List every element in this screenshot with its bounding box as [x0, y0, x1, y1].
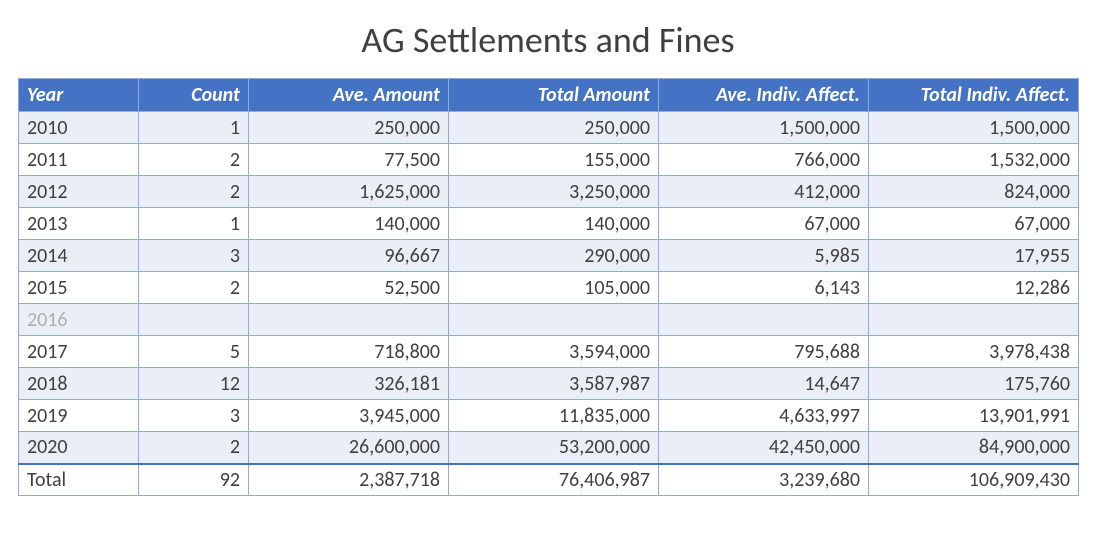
cell-avei: 67,000: [659, 208, 869, 240]
cell-total-ave: 2,387,718: [249, 464, 449, 496]
cell-year: 2011: [19, 144, 139, 176]
table-row: 2014 3 96,667 290,000 5,985 17,955: [19, 240, 1079, 272]
cell-total: 290,000: [449, 240, 659, 272]
cell-avei: 42,450,000: [659, 432, 869, 464]
col-header-year: Year: [19, 79, 139, 112]
cell-total-totali: 106,909,430: [869, 464, 1079, 496]
cell-totali: 824,000: [869, 176, 1079, 208]
table-row: 2013 1 140,000 140,000 67,000 67,000: [19, 208, 1079, 240]
table-row: 2016: [19, 304, 1079, 336]
cell-count: [139, 304, 249, 336]
cell-totali: 84,900,000: [869, 432, 1079, 464]
cell-totali: 175,760: [869, 368, 1079, 400]
table-row: 2010 1 250,000 250,000 1,500,000 1,500,0…: [19, 112, 1079, 144]
cell-avei: 4,633,997: [659, 400, 869, 432]
page-title: AG Settlements and Fines: [18, 18, 1078, 62]
table-row: 2011 2 77,500 155,000 766,000 1,532,000: [19, 144, 1079, 176]
settlements-table: Year Count Ave. Amount Total Amount Ave.…: [18, 78, 1079, 496]
cell-total-total: 76,406,987: [449, 464, 659, 496]
col-header-total: Total Amount: [449, 79, 659, 112]
col-header-ave: Ave. Amount: [249, 79, 449, 112]
table-total-row: Total 92 2,387,718 76,406,987 3,239,680 …: [19, 464, 1079, 496]
table-header: Year Count Ave. Amount Total Amount Ave.…: [19, 79, 1079, 112]
cell-avei: 766,000: [659, 144, 869, 176]
cell-total: 11,835,000: [449, 400, 659, 432]
cell-count: 2: [139, 432, 249, 464]
cell-ave: 250,000: [249, 112, 449, 144]
cell-ave: 26,600,000: [249, 432, 449, 464]
page-container: AG Settlements and Fines Year Count Ave.…: [0, 0, 1096, 516]
col-header-totali: Total Indiv. Affect.: [869, 79, 1079, 112]
cell-count: 3: [139, 400, 249, 432]
cell-ave: 1,625,000: [249, 176, 449, 208]
cell-year: 2017: [19, 336, 139, 368]
cell-totali: [869, 304, 1079, 336]
cell-year: 2016: [19, 304, 139, 336]
col-header-count: Count: [139, 79, 249, 112]
table-row: 2019 3 3,945,000 11,835,000 4,633,997 13…: [19, 400, 1079, 432]
table-row: 2015 2 52,500 105,000 6,143 12,286: [19, 272, 1079, 304]
cell-totali: 1,500,000: [869, 112, 1079, 144]
cell-count: 5: [139, 336, 249, 368]
cell-avei: 5,985: [659, 240, 869, 272]
table-body: 2010 1 250,000 250,000 1,500,000 1,500,0…: [19, 112, 1079, 496]
cell-total: 140,000: [449, 208, 659, 240]
cell-count: 3: [139, 240, 249, 272]
cell-ave: 326,181: [249, 368, 449, 400]
cell-year: 2019: [19, 400, 139, 432]
cell-ave: 3,945,000: [249, 400, 449, 432]
cell-total: 53,200,000: [449, 432, 659, 464]
cell-totali: 1,532,000: [869, 144, 1079, 176]
cell-year: 2015: [19, 272, 139, 304]
cell-total-avei: 3,239,680: [659, 464, 869, 496]
cell-count: 2: [139, 144, 249, 176]
cell-ave: [249, 304, 449, 336]
cell-year: 2010: [19, 112, 139, 144]
table-row: 2020 2 26,600,000 53,200,000 42,450,000 …: [19, 432, 1079, 464]
table-row: 2017 5 718,800 3,594,000 795,688 3,978,4…: [19, 336, 1079, 368]
cell-year: 2012: [19, 176, 139, 208]
cell-totali: 67,000: [869, 208, 1079, 240]
cell-avei: 6,143: [659, 272, 869, 304]
cell-ave: 77,500: [249, 144, 449, 176]
cell-year: 2018: [19, 368, 139, 400]
table-row: 2018 12 326,181 3,587,987 14,647 175,760: [19, 368, 1079, 400]
cell-avei: [659, 304, 869, 336]
cell-totali: 3,978,438: [869, 336, 1079, 368]
cell-total: 155,000: [449, 144, 659, 176]
cell-year: 2014: [19, 240, 139, 272]
cell-avei: 412,000: [659, 176, 869, 208]
cell-ave: 96,667: [249, 240, 449, 272]
table-row: 2012 2 1,625,000 3,250,000 412,000 824,0…: [19, 176, 1079, 208]
cell-totali: 12,286: [869, 272, 1079, 304]
cell-totali: 13,901,991: [869, 400, 1079, 432]
cell-avei: 14,647: [659, 368, 869, 400]
cell-ave: 52,500: [249, 272, 449, 304]
cell-avei: 1,500,000: [659, 112, 869, 144]
cell-avei: 795,688: [659, 336, 869, 368]
cell-total: 3,594,000: [449, 336, 659, 368]
cell-total: [449, 304, 659, 336]
cell-count: 2: [139, 176, 249, 208]
cell-totali: 17,955: [869, 240, 1079, 272]
cell-count: 1: [139, 112, 249, 144]
cell-total-label: Total: [19, 464, 139, 496]
cell-count: 2: [139, 272, 249, 304]
cell-count: 12: [139, 368, 249, 400]
cell-ave: 718,800: [249, 336, 449, 368]
cell-year: 2020: [19, 432, 139, 464]
cell-total: 105,000: [449, 272, 659, 304]
cell-total: 3,587,987: [449, 368, 659, 400]
cell-count: 1: [139, 208, 249, 240]
cell-ave: 140,000: [249, 208, 449, 240]
cell-total-count: 92: [139, 464, 249, 496]
cell-total: 250,000: [449, 112, 659, 144]
cell-year: 2013: [19, 208, 139, 240]
col-header-avei: Ave. Indiv. Affect.: [659, 79, 869, 112]
cell-total: 3,250,000: [449, 176, 659, 208]
